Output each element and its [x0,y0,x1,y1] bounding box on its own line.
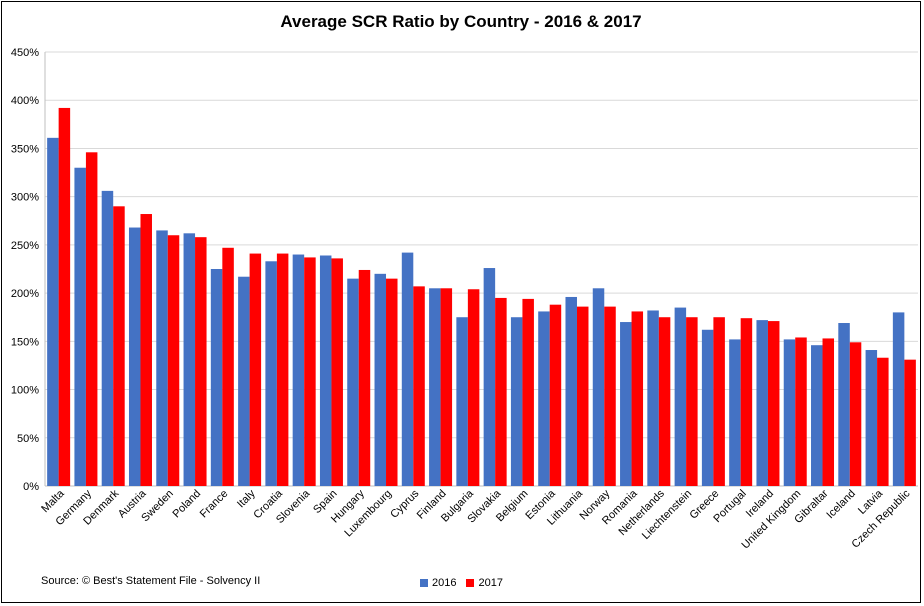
bar-2016-belgium [510,317,523,486]
bar-2017-france [222,247,234,486]
bar-2017-united-kingdom [795,337,807,486]
x-tick-label: Poland [170,488,203,521]
bar-2016-latvia [865,350,878,486]
bar-2017-bulgaria [467,289,480,486]
y-tick-label: 400% [11,95,39,107]
y-tick-label: 300% [11,192,39,204]
source-note: Source: © Best's Statement File - Solven… [41,575,261,587]
bar-2017-liechtenstein [686,317,698,486]
bar-2016-austria [128,227,141,487]
bar-2016-romania [620,322,632,486]
bar-2017-greece [713,317,725,486]
bar-2017-slovenia [304,257,316,486]
bar-2016-liechtenstein [674,307,687,486]
bar-2017-croatia [276,253,289,486]
bar-2017-norway [604,306,616,486]
bar-2017-portugal [740,318,753,486]
bar-2016-cyprus [401,252,414,486]
bar-2016-denmark [101,190,114,486]
bar-2017-germany [85,152,98,486]
bar-2016-greece [701,329,714,486]
y-tick-label: 350% [11,143,39,155]
bar-2017-netherlands [658,317,671,486]
bar-2016-gibraltar [811,345,823,486]
bar-2017-latvia [877,357,889,486]
bar-2016-ireland [756,320,768,486]
y-tick-label: 50% [17,433,39,445]
bar-2016-france [210,269,223,486]
y-tick-label: 150% [11,336,39,348]
y-tick-label: 450% [11,47,39,59]
chart-title: Average SCR Ratio by Country - 2016 & 20… [280,12,642,31]
y-tick-label: 200% [11,288,39,300]
bar-2017-hungary [358,269,371,486]
bar-2017-cyprus [413,286,425,486]
bar-2016-spain [319,255,332,486]
bar-2017-belgium [522,298,534,486]
bar-2017-austria [140,214,152,486]
bar-2017-denmark [113,206,125,487]
bar-2016-poland [183,233,196,486]
bar-2016-portugal [729,339,741,486]
bar-2017-slovakia [495,297,507,486]
bar-2016-netherlands [647,310,659,486]
bar-2016-italy [238,276,250,486]
bar-2016-sweden [156,230,168,486]
bar-2016-norway [592,288,605,486]
bar-2017-poland [195,237,207,486]
y-tick-label: 250% [11,240,39,252]
bar-2017-finland [440,288,453,486]
legend-label-2017: 2017 [478,577,503,589]
bar-2016-lithuania [565,296,577,486]
legend-label-2016: 2016 [432,577,457,589]
bar-2016-slovenia [292,254,305,486]
bar-2016-czech-republic [892,312,905,486]
bar-2016-luxembourg [374,273,387,486]
bar-2016-malta [47,137,59,486]
legend: 2016 2017 [420,577,503,589]
bar-2017-romania [631,311,644,486]
legend-swatch-2017 [466,579,475,587]
bar-2016-germany [74,167,86,486]
x-tick-label: Italy [235,487,258,510]
bar-2016-croatia [265,261,277,486]
bar-2016-finland [429,288,441,486]
legend-item-2016: 2016 [420,577,456,589]
bar-2017-spain [331,258,343,486]
legend-swatch-2016 [420,579,428,587]
bar-2017-iceland [849,342,862,486]
bar-2017-lithuania [576,306,589,486]
bar-2017-malta [58,107,71,486]
bar-2016-hungary [347,278,359,486]
bar-2017-italy [249,253,262,486]
bar-2017-ireland [767,321,780,486]
bar-2016-bulgaria [456,317,468,486]
x-tick-label: Iceland [824,488,858,522]
y-tick-label: 0% [23,481,39,493]
x-tick-label: France [198,488,231,521]
bar-2016-estonia [538,311,550,486]
bar-2017-czech-republic [904,359,916,486]
bar-2017-luxembourg [386,278,398,486]
bar-2016-united-kingdom [783,339,796,486]
bar-2016-iceland [838,323,850,486]
y-tick-label: 100% [11,385,39,397]
bar-2017-gibraltar [822,338,835,486]
bar-2016-slovakia [483,268,496,486]
bar-2017-sweden [167,235,180,486]
legend-item-2017: 2017 [466,577,503,589]
bar-2017-estonia [549,304,562,486]
